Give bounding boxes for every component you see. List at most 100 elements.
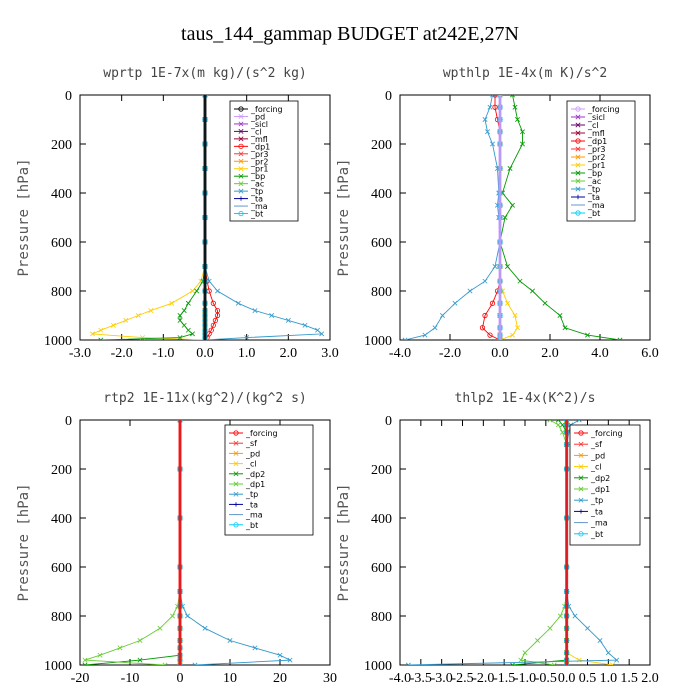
y-axis-label: Pressure [hPa] <box>336 158 352 276</box>
legend-label: _ma <box>587 201 605 210</box>
legend-label: _pd <box>245 449 260 458</box>
data-point <box>277 652 283 658</box>
data-point <box>202 625 208 631</box>
data-point <box>402 337 408 340</box>
data-point <box>520 129 525 135</box>
legend-label: _forcing <box>590 429 623 438</box>
chart-panel-2: wpthlp 1E-4x(m K)/s^2 Pressure [hPa] -4.0 -… <box>336 66 659 361</box>
data-point <box>517 278 523 284</box>
legend-marker <box>233 491 239 497</box>
data-point <box>576 420 582 423</box>
legend-label: _forcing <box>250 105 283 114</box>
x-tick-label: -2.0 <box>472 671 494 686</box>
data-point <box>252 308 258 314</box>
data-point <box>502 215 508 220</box>
x-tick-label: -3.5 <box>410 671 432 686</box>
data-point <box>452 300 458 306</box>
data-point <box>492 104 498 110</box>
legend: _forcing_pd_sicl_cl_mfl_dp1_pr3_pr2_pr1_… <box>229 100 299 222</box>
data-point <box>520 141 525 147</box>
data-point <box>492 264 498 269</box>
data-point <box>210 322 216 328</box>
data-point <box>181 322 187 328</box>
legend-marker <box>575 122 581 128</box>
data-point <box>482 278 488 284</box>
y-tick-label: 1000 <box>44 334 72 349</box>
y-tick-label: 200 <box>51 463 72 478</box>
panel-title: rtp2 1E-11x(kg^2)/(kg^2 s) <box>103 391 307 406</box>
y-tick-label: 200 <box>51 138 72 153</box>
series-group <box>90 95 325 340</box>
legend-marker <box>575 154 581 160</box>
series-line-dp2 <box>84 420 181 665</box>
legend-marker <box>578 486 584 492</box>
data-point <box>560 422 565 428</box>
data-point <box>512 313 518 318</box>
data-point <box>302 322 308 328</box>
data-point <box>512 104 518 110</box>
x-tick-label: -3.0 <box>431 671 453 686</box>
legend-label: _ac <box>250 180 264 189</box>
legend-label: _ma <box>245 511 263 520</box>
legend-label: _dp2 <box>590 474 610 483</box>
series-line-dp1 <box>482 95 501 340</box>
chart-panel-4: thlp2 1E-4x(K^2)/s Pressure [hPa] -4.0-3.5… <box>336 391 659 686</box>
legend-marker <box>575 186 581 192</box>
legend-marker <box>238 166 244 172</box>
data-point <box>177 317 183 323</box>
data-point <box>432 325 438 331</box>
legend-marker <box>238 121 244 127</box>
legend-label: _sicl <box>587 113 605 122</box>
data-point <box>244 335 250 340</box>
x-tick-label: 2.0 <box>641 671 659 686</box>
data-point <box>522 650 528 656</box>
legend-label: _tp <box>250 187 263 196</box>
legend-marker <box>575 106 581 112</box>
legend-marker <box>238 136 244 142</box>
y-axis-label: Pressure [hPa] <box>16 158 32 276</box>
legend-marker <box>575 194 581 200</box>
x-tick-label: -0.5 <box>535 671 557 686</box>
legend-label: _pr3 <box>250 150 268 159</box>
data-point <box>518 657 524 663</box>
chart-panel-1: wprtp 1E-7x(m kg)/(s^2 kg) Pressure [hPa]… <box>16 66 339 361</box>
data-point <box>535 638 540 643</box>
x-tick-label: 0.0 <box>196 346 214 361</box>
data-point <box>510 95 515 98</box>
figure-title: taus_144_gammap BUDGET at242E,27N <box>181 23 519 45</box>
x-tick-label: 2.0 <box>280 346 298 361</box>
data-point <box>110 322 116 328</box>
chart-panel-3: rtp2 1E-11x(kg^2)/(kg^2 s) Pressure [hPa]… <box>16 391 337 686</box>
legend-marker <box>238 188 244 194</box>
legend-marker <box>238 151 244 157</box>
data-point <box>319 331 325 337</box>
x-tick-label: 30 <box>323 671 337 686</box>
y-tick-label: 0 <box>385 89 392 104</box>
legend-marker <box>578 531 584 537</box>
y-tick-label: 200 <box>371 138 392 153</box>
data-point <box>487 332 493 338</box>
data-point <box>137 638 143 643</box>
legend-marker <box>575 146 581 152</box>
data-point <box>530 288 535 294</box>
y-tick-label: 400 <box>371 187 392 202</box>
data-point <box>181 308 187 314</box>
data-point <box>605 650 611 656</box>
data-point <box>123 317 129 323</box>
data-point <box>510 202 515 208</box>
data-point <box>505 300 510 306</box>
data-point <box>505 264 510 269</box>
x-tick-label: -4.0 <box>389 671 411 686</box>
data-point <box>515 325 520 331</box>
data-point <box>148 308 154 314</box>
y-tick-label: 1000 <box>364 334 392 349</box>
legend-marker <box>238 196 244 201</box>
legend-label: _ma <box>590 519 608 528</box>
data-point <box>510 332 515 338</box>
legend-label: _forcing <box>587 105 620 114</box>
legend-label: _ta <box>590 507 603 516</box>
data-point <box>252 645 258 651</box>
data-point <box>192 662 198 665</box>
data-point <box>557 613 563 619</box>
